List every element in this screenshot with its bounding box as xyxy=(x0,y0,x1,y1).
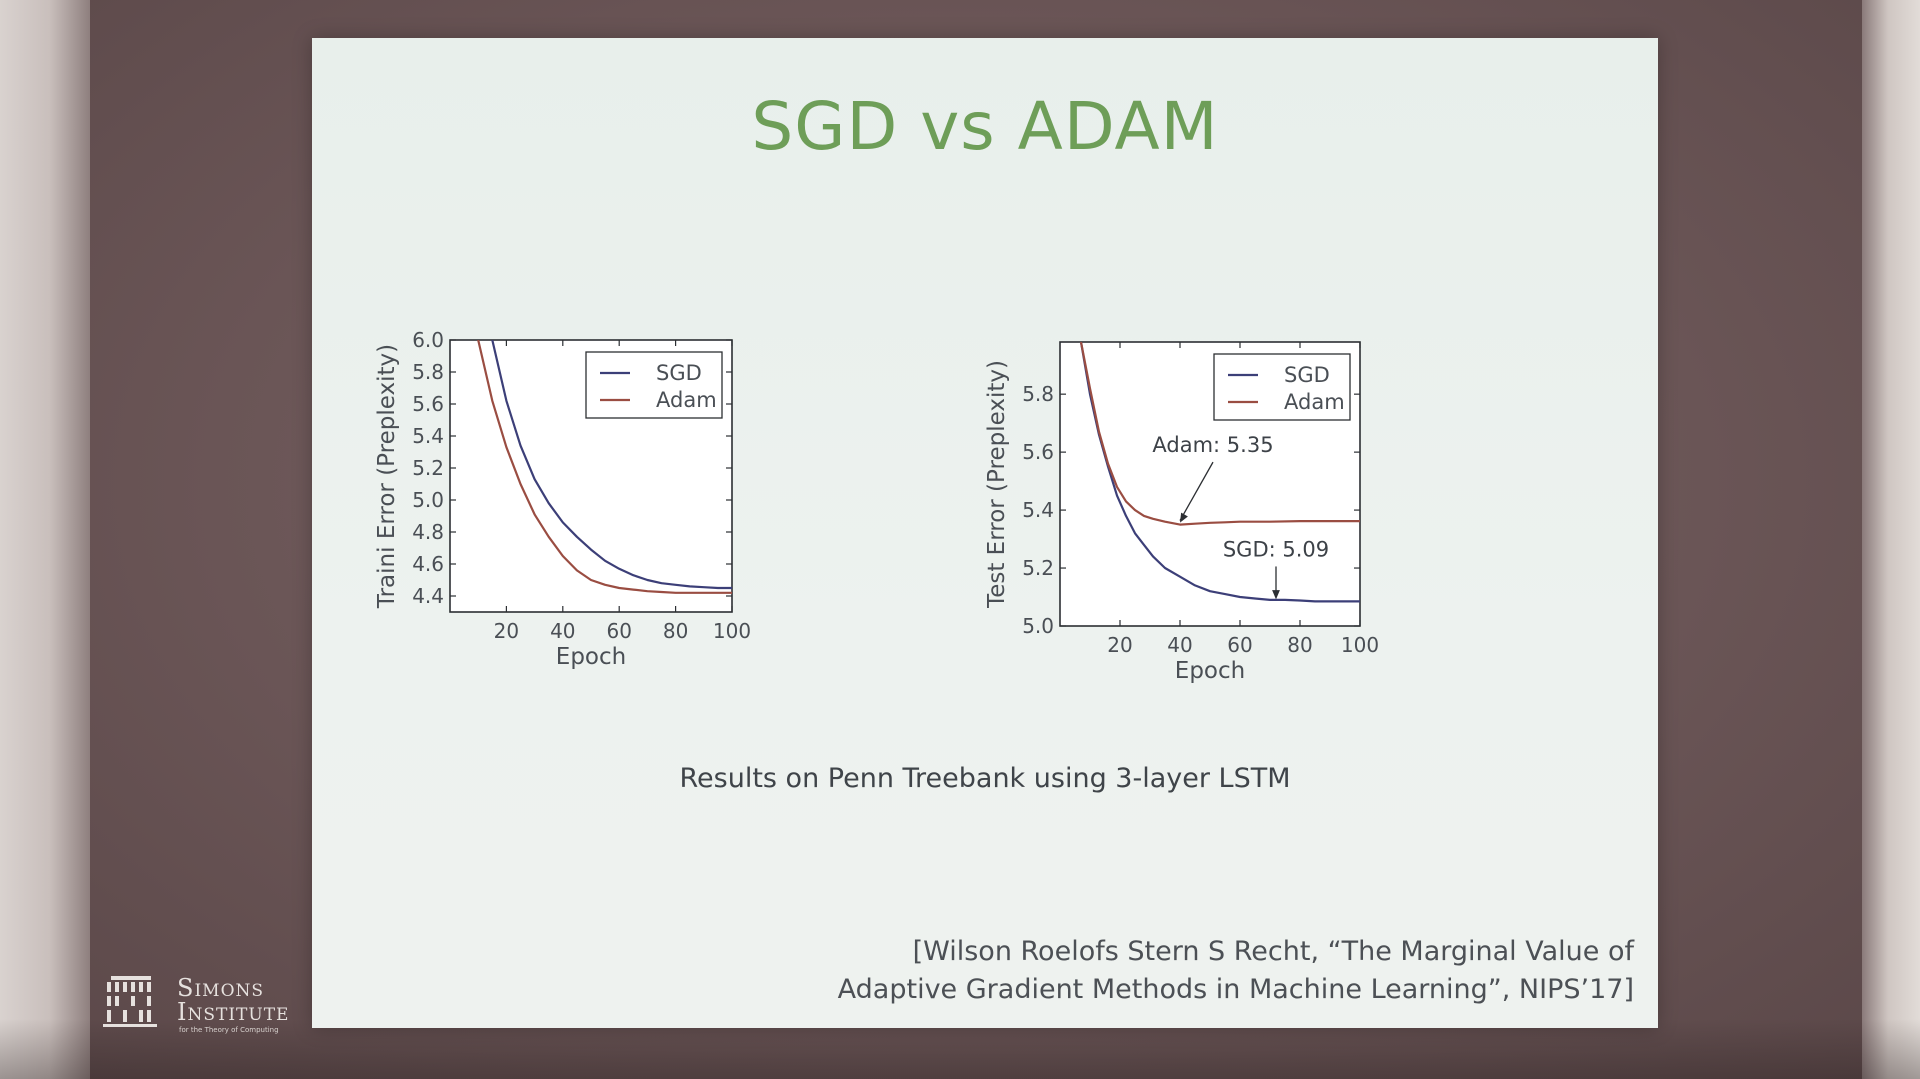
chart1-ytick-label: 5.6 xyxy=(1022,440,1054,464)
projected-slide: SGD vs ADAM 4.4 4.6 4.8 5.0 5.2 5.4 5.6 5.8 6.0 2… xyxy=(312,38,1658,1028)
chart1-series-sgd-line xyxy=(1079,342,1360,603)
chart1-xtick-label: 40 xyxy=(1167,633,1192,657)
citation: [Wilson Roelofs Stern S Recht, “The Marg… xyxy=(734,933,1634,1009)
chart1-annotation-label: Adam: 5.35 xyxy=(1152,433,1273,457)
simons-institute-logo: Simons Institute for the Theory of Compu… xyxy=(103,970,303,1036)
slide-title: SGD vs ADAM xyxy=(751,88,1219,165)
chart1-ytick-label: 5.2 xyxy=(1022,556,1054,580)
slide-caption: Results on Penn Treebank using 3-layer L… xyxy=(679,763,1291,794)
chart0-ytick-label: 6.0 xyxy=(412,328,444,352)
chart1-ytick-label: 5.4 xyxy=(1022,498,1054,522)
training-error-plot: 4.4 4.6 4.8 5.0 5.2 5.4 5.6 5.8 6.0 20 40 60 80 100 Ep… xyxy=(374,328,751,670)
chart1-annotation-arrowhead xyxy=(1272,590,1280,600)
chart0-xtick-label: 20 xyxy=(494,619,519,643)
chart0-legend-label-adam: Adam xyxy=(656,388,717,412)
chart0-ytick-label: 5.0 xyxy=(412,488,444,512)
chart1-xtick-label: 100 xyxy=(1341,633,1379,657)
citation-line-1: [Wilson Roelofs Stern S Recht, “The Marg… xyxy=(912,936,1634,967)
left-wall xyxy=(0,0,90,1079)
chart1-series-group xyxy=(1079,342,1360,603)
chart0-xtick-label: 60 xyxy=(606,619,631,643)
chart0-ytick-label: 4.4 xyxy=(412,584,444,608)
logo-name-line-1: Simons xyxy=(177,974,265,1002)
chart1-ytick-label: 5.0 xyxy=(1022,614,1054,638)
chart1-xtick-label: 20 xyxy=(1107,633,1132,657)
chart0-ytick-label: 4.8 xyxy=(412,520,444,544)
chart0-ytick-label: 5.4 xyxy=(412,424,444,448)
chart1-xlabel: Epoch xyxy=(1175,658,1245,684)
training-error-chart: 4.4 4.6 4.8 5.0 5.2 5.4 5.6 5.8 6.0 20 40 60 80 100 Ep… xyxy=(332,278,782,678)
test-error-chart: 5.0 5.2 5.4 5.6 5.8 20 40 60 80 100 Epoch Test Erro… xyxy=(952,278,1452,698)
logo-tagline: for the Theory of Computing xyxy=(179,1026,279,1034)
chart0-series-adam-line xyxy=(477,340,732,594)
chart0-ytick-label: 4.6 xyxy=(412,552,444,576)
chart0-xtick-label: 40 xyxy=(550,619,575,643)
chart1-xtick-label: 80 xyxy=(1287,633,1312,657)
institute-building-icon xyxy=(103,976,157,1027)
chart0-xtick-label: 80 xyxy=(663,619,688,643)
chart1-annotation-arrowhead xyxy=(1180,512,1188,523)
logo-name-line-2: Institute xyxy=(177,998,290,1026)
chart0-legend xyxy=(585,351,723,419)
chart0-ytick-label: 5.2 xyxy=(412,456,444,480)
chart1-legend-label-sgd: SGD xyxy=(1284,363,1330,387)
chart0-xlabel: Epoch xyxy=(556,644,626,670)
chart0-series-sgd-line xyxy=(491,340,732,590)
chart0-ytick-label: 5.8 xyxy=(412,360,444,384)
chart1-series-adam-line xyxy=(1079,342,1360,526)
chart0-ylabel: Traini Error (Preplexity) xyxy=(374,344,400,609)
citation-line-2: Adaptive Gradient Methods in Machine Lea… xyxy=(837,974,1634,1005)
chart1-annotation-arrow xyxy=(1179,461,1214,521)
chart1-ytick-label: 5.8 xyxy=(1022,382,1054,406)
test-error-plot: 5.0 5.2 5.4 5.6 5.8 20 40 60 80 100 Epoch Test Erro… xyxy=(984,341,1379,684)
chart1-ylabel: Test Error (Preplexity) xyxy=(984,360,1010,609)
chart0-legend-label-sgd: SGD xyxy=(656,361,702,385)
right-wall xyxy=(1862,0,1920,1079)
chart1-xtick-label: 60 xyxy=(1227,633,1252,657)
logo-wordmark: Simons Institute xyxy=(177,976,289,1024)
floor-shadow xyxy=(0,1019,1920,1079)
chart1-annotation-label: SGD: 5.09 xyxy=(1223,537,1329,561)
chart1-legend-label-adam: Adam xyxy=(1284,390,1345,414)
chart1-legend xyxy=(1213,353,1351,421)
chart0-ytick-label: 5.6 xyxy=(412,392,444,416)
chart0-series-group xyxy=(477,340,732,594)
chart0-xtick-label: 100 xyxy=(713,619,751,643)
